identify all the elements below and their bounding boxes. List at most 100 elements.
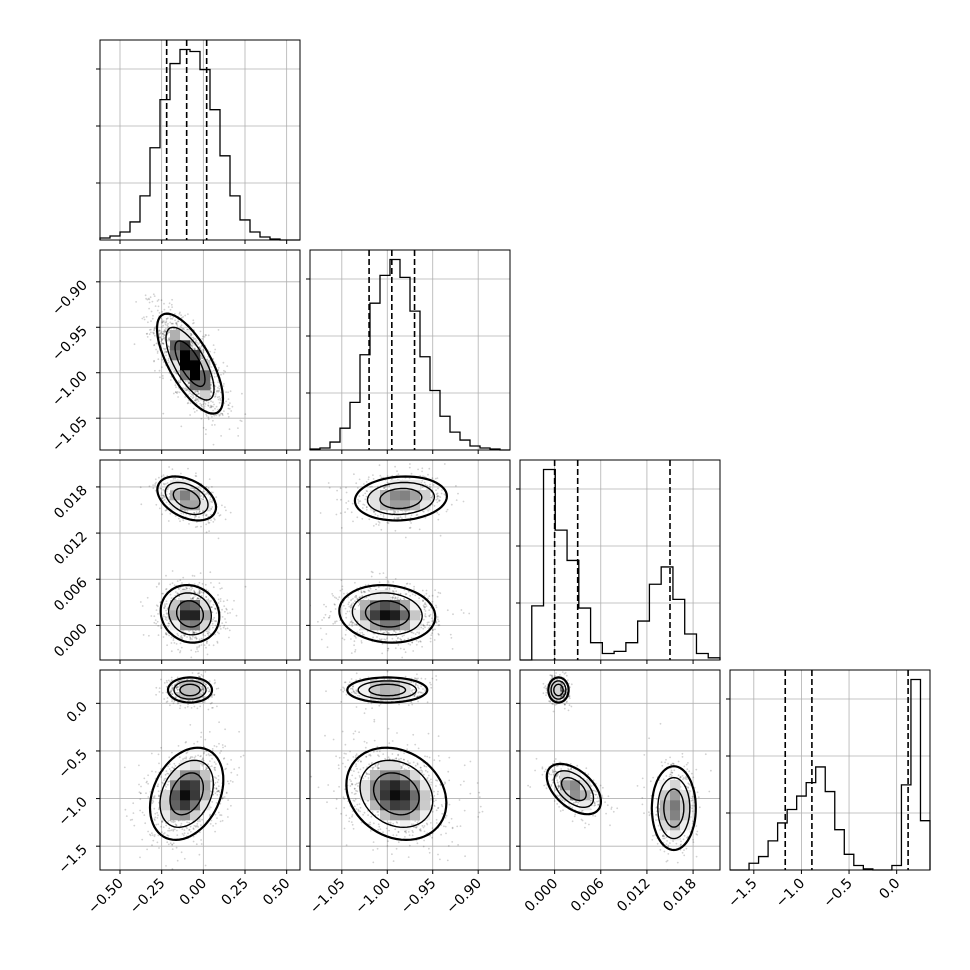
density-cluster-1: [159, 583, 221, 644]
density-bin: [420, 790, 431, 801]
density-bin: [180, 790, 191, 801]
contour-line-1: [164, 481, 209, 516]
contour-line-0: [179, 683, 201, 697]
density-bin: [560, 780, 571, 791]
contour-line-0: [372, 772, 420, 816]
panel-frame: [99, 249, 301, 451]
histogram-panel-0: [96, 39, 301, 241]
contour-line-2: [338, 583, 437, 644]
contour-line-0: [364, 600, 410, 628]
density-bin: [200, 360, 211, 371]
density-bin: [410, 770, 421, 781]
density-bin: [580, 780, 591, 791]
density-bin: [670, 820, 681, 831]
density-bin: [180, 490, 191, 501]
grid-lines: [341, 250, 479, 450]
x-tick-label: −1.00: [352, 876, 394, 918]
histogram-panel-1: [306, 249, 511, 451]
density-bin: [400, 810, 411, 821]
density-bin: [180, 350, 191, 361]
density-bin: [180, 600, 191, 611]
density-cluster-0: [346, 676, 429, 704]
contour-line-1: [657, 776, 691, 840]
x-tick-label: 0.25: [218, 876, 251, 909]
density-bin: [420, 500, 431, 511]
panel-frame: [309, 249, 511, 451]
density-bin: [370, 690, 381, 701]
density-bin: [170, 490, 181, 501]
x-tick-label: 0.00: [177, 876, 210, 909]
grid-lines: [753, 670, 898, 870]
density-bin: [170, 600, 181, 611]
contour-line-1: [357, 680, 418, 700]
density-bin: [370, 610, 381, 621]
density-bin: [380, 790, 391, 801]
contour-line-1: [366, 481, 436, 516]
density-bin: [410, 480, 421, 491]
density-bin: [660, 820, 671, 831]
density-bin: [400, 600, 411, 611]
density-bin: [190, 490, 201, 501]
density-cluster-2: [650, 765, 697, 852]
density-bin: [680, 790, 691, 801]
density-bin: [400, 480, 411, 491]
grid-lines-horizontal: [516, 488, 720, 604]
panel-frame: [729, 669, 931, 871]
density-bin: [390, 490, 401, 501]
contour-line-0: [553, 683, 564, 697]
density-bin: [370, 770, 381, 781]
y-tick-label: −1.05: [49, 414, 91, 456]
density-bin: [400, 790, 411, 801]
panel-frame: [519, 669, 721, 871]
density-bin: [370, 600, 381, 611]
density-bin: [410, 610, 421, 621]
density-bin: [190, 620, 201, 631]
density-bin: [380, 780, 391, 791]
density-bin: [170, 810, 181, 821]
contour-line-2: [346, 676, 429, 704]
x-tick-label: 0.000: [522, 876, 562, 916]
contour-line-2: [545, 762, 603, 816]
density-bin: [570, 790, 581, 801]
x-tick-label: 0.012: [614, 876, 654, 916]
x-tick-label: −0.25: [127, 876, 169, 918]
density-cluster-1: [345, 746, 448, 842]
x-tick-label: −0.5: [821, 876, 856, 911]
density-bin: [360, 680, 371, 691]
y-tick-label: 0.0: [64, 699, 91, 726]
density-bin: [170, 610, 181, 621]
x-tick-label: 0.50: [260, 876, 293, 909]
histogram-step-line: [730, 678, 931, 871]
density-cluster-1: [545, 762, 603, 816]
density-bin: [570, 770, 581, 781]
density-bin: [680, 800, 691, 811]
density-bin: [180, 590, 191, 601]
x-tick-label: 0.0: [876, 876, 903, 903]
density-cluster-0: [547, 676, 570, 704]
density-bin: [370, 800, 381, 811]
y-tick-label: 0.018: [51, 482, 91, 522]
density-bin: [200, 620, 211, 631]
density-bin: [190, 780, 201, 791]
density-bin: [390, 800, 401, 811]
grid-lines: [100, 670, 300, 870]
density-bin: [550, 690, 561, 701]
density-panel-3-2: [519, 669, 721, 871]
density-bin: [660, 800, 671, 811]
contour-line-0: [560, 776, 587, 802]
density-bin: [580, 790, 591, 801]
density-bin: [380, 810, 391, 821]
y-tick-label: 0.006: [51, 575, 91, 615]
histogram-step-line: [520, 468, 721, 661]
density-bin: [420, 800, 431, 811]
density-bin: [570, 780, 581, 791]
contour-line-2: [547, 676, 570, 704]
panel-frame: [519, 459, 721, 661]
density-bin: [190, 350, 201, 361]
density-bin: [190, 500, 201, 511]
x-tick-label: −0.50: [85, 876, 127, 918]
density-bin: [390, 620, 401, 631]
density-bin: [190, 760, 201, 771]
density-bin: [380, 620, 391, 631]
